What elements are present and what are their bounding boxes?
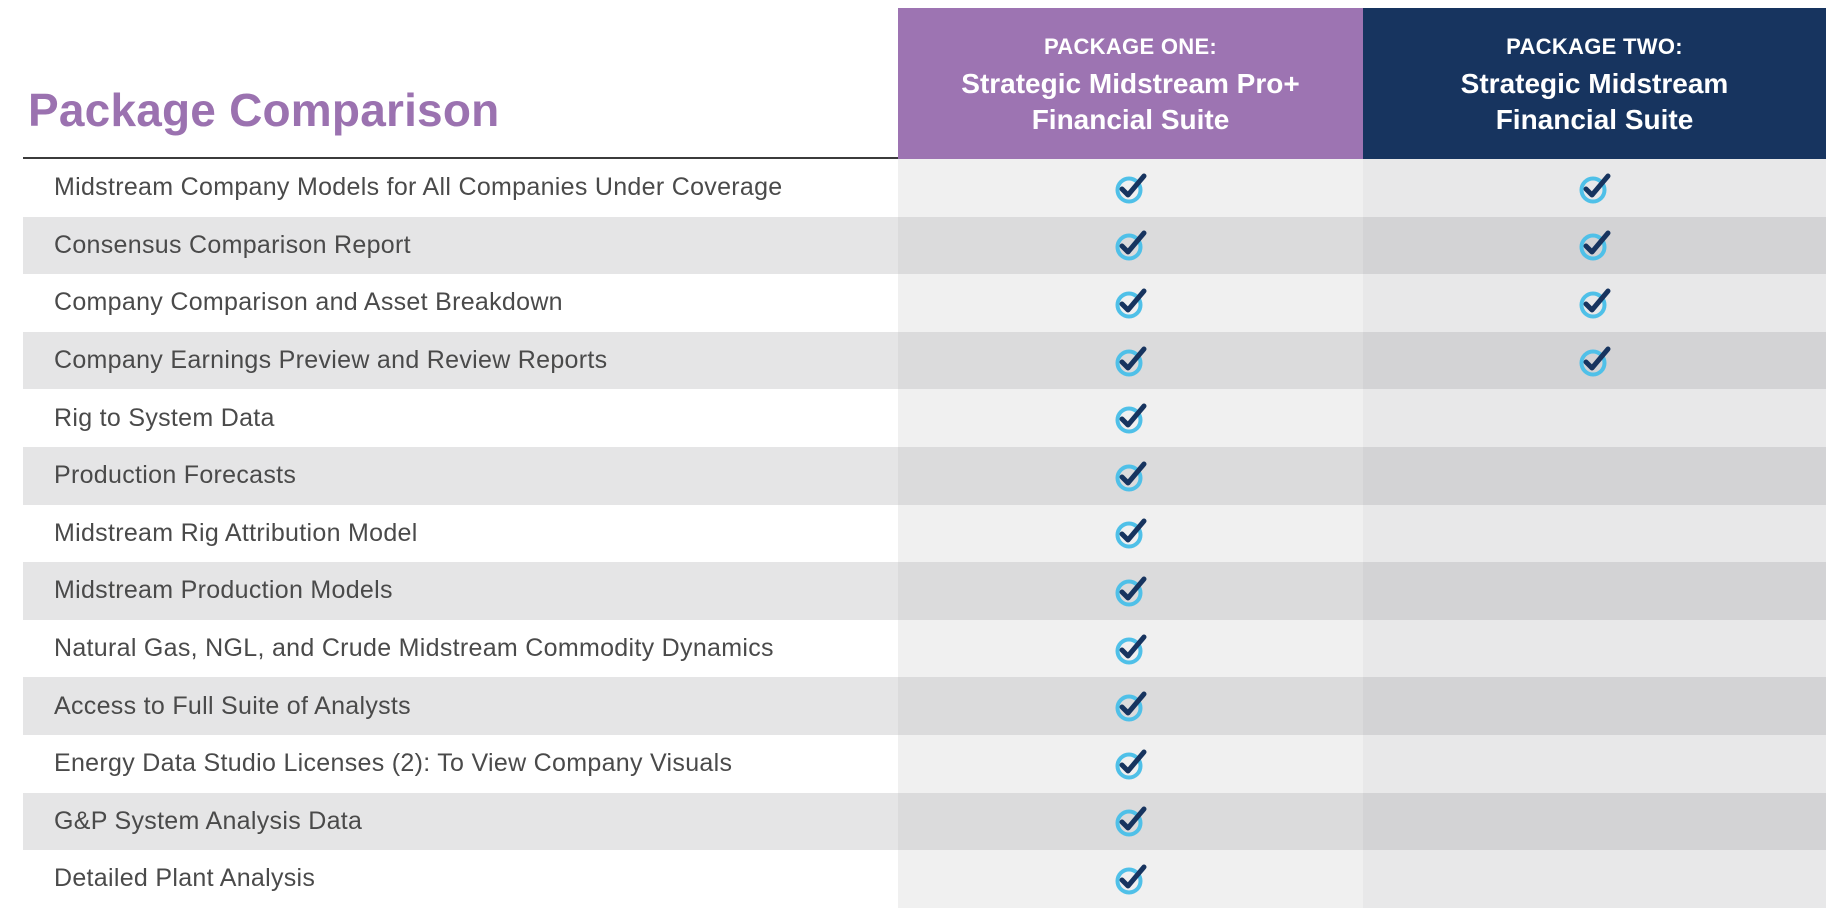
table-row: Midstream Production Models bbox=[23, 562, 1826, 620]
package-two-cell bbox=[1363, 562, 1826, 620]
table-row: Access to Full Suite of Analysts bbox=[23, 677, 1826, 735]
feature-label: Natural Gas, NGL, and Crude Midstream Co… bbox=[23, 619, 898, 678]
table-row: Production Forecasts bbox=[23, 446, 1826, 505]
feature-label: Rig to System Data bbox=[23, 389, 898, 447]
package-one-cell bbox=[898, 562, 1363, 620]
table-row: Midstream Rig Attribution Model bbox=[23, 504, 1826, 563]
package-one-cell bbox=[898, 331, 1363, 390]
package-two-cell bbox=[1363, 159, 1826, 217]
package-two-name-line1: Strategic Midstream bbox=[1460, 67, 1729, 99]
package-one-cell bbox=[898, 389, 1363, 447]
feature-label: Company Earnings Preview and Review Repo… bbox=[23, 331, 898, 390]
feature-label: G&P System Analysis Data bbox=[23, 792, 898, 851]
check-icon bbox=[1115, 346, 1146, 377]
check-icon bbox=[1115, 230, 1146, 261]
package-two-cell bbox=[1363, 792, 1826, 851]
package-two-cell bbox=[1363, 331, 1826, 390]
check-icon bbox=[1115, 634, 1146, 665]
package-two-cell bbox=[1363, 216, 1826, 275]
check-icon bbox=[1115, 518, 1146, 549]
table-row: Energy Data Studio Licenses (2): To View… bbox=[23, 734, 1826, 793]
check-icon bbox=[1115, 173, 1146, 204]
table-row: G&P System Analysis Data bbox=[23, 792, 1826, 851]
package-one-cell bbox=[898, 619, 1363, 678]
check-icon bbox=[1115, 461, 1146, 492]
check-icon bbox=[1579, 288, 1610, 319]
feature-rows: Midstream Company Models for All Compani… bbox=[23, 159, 1826, 908]
package-one-cell bbox=[898, 216, 1363, 275]
package-two-cell bbox=[1363, 677, 1826, 735]
table-header: Package Comparison PACKAGE ONE: Strategi… bbox=[23, 8, 1826, 159]
check-icon bbox=[1115, 749, 1146, 780]
table-row: Consensus Comparison Report bbox=[23, 216, 1826, 275]
package-one-cell bbox=[898, 274, 1363, 332]
package-one-kicker: PACKAGE ONE: bbox=[1043, 33, 1218, 59]
check-icon bbox=[1115, 691, 1146, 722]
package-one-cell bbox=[898, 734, 1363, 793]
feature-label: Midstream Company Models for All Compani… bbox=[23, 159, 898, 217]
check-icon bbox=[1579, 346, 1610, 377]
package-two-kicker: PACKAGE TWO: bbox=[1506, 33, 1683, 59]
feature-label: Production Forecasts bbox=[23, 446, 898, 505]
package-two-name-line2: Financial Suite bbox=[1495, 103, 1694, 135]
table-row: Company Earnings Preview and Review Repo… bbox=[23, 331, 1826, 390]
check-icon bbox=[1115, 864, 1146, 895]
table-row: Midstream Company Models for All Compani… bbox=[23, 159, 1826, 217]
feature-label: Consensus Comparison Report bbox=[23, 216, 898, 275]
check-icon bbox=[1115, 576, 1146, 607]
comparison-table: Package Comparison PACKAGE ONE: Strategi… bbox=[23, 8, 1826, 908]
check-icon bbox=[1115, 288, 1146, 319]
package-one-cell bbox=[898, 677, 1363, 735]
package-two-cell bbox=[1363, 619, 1826, 678]
package-one-name-line2: Financial Suite bbox=[1031, 103, 1230, 135]
package-one-cell bbox=[898, 504, 1363, 563]
package-two-cell bbox=[1363, 274, 1826, 332]
feature-label: Access to Full Suite of Analysts bbox=[23, 677, 898, 735]
package-two-header: PACKAGE TWO: Strategic Midstream Financi… bbox=[1363, 8, 1826, 159]
page-title: Package Comparison bbox=[28, 84, 500, 136]
feature-label: Midstream Production Models bbox=[23, 562, 898, 620]
package-two-cell bbox=[1363, 504, 1826, 563]
table-row: Natural Gas, NGL, and Crude Midstream Co… bbox=[23, 619, 1826, 678]
check-icon bbox=[1579, 173, 1610, 204]
package-two-cell bbox=[1363, 850, 1826, 908]
package-two-cell bbox=[1363, 734, 1826, 793]
package-one-cell bbox=[898, 159, 1363, 217]
feature-label: Detailed Plant Analysis bbox=[23, 850, 898, 908]
package-one-name-line1: Strategic Midstream Pro+ bbox=[961, 67, 1300, 99]
check-icon bbox=[1115, 403, 1146, 434]
table-row: Company Comparison and Asset Breakdown bbox=[23, 274, 1826, 332]
feature-label: Energy Data Studio Licenses (2): To View… bbox=[23, 734, 898, 793]
package-one-header: PACKAGE ONE: Strategic Midstream Pro+ Fi… bbox=[898, 8, 1363, 159]
feature-label: Company Comparison and Asset Breakdown bbox=[23, 274, 898, 332]
check-icon bbox=[1115, 806, 1146, 837]
check-icon bbox=[1579, 230, 1610, 261]
package-two-cell bbox=[1363, 446, 1826, 505]
package-one-cell bbox=[898, 446, 1363, 505]
package-one-cell bbox=[898, 850, 1363, 908]
package-one-cell bbox=[898, 792, 1363, 851]
title-cell: Package Comparison bbox=[23, 8, 898, 159]
table-row: Detailed Plant Analysis bbox=[23, 850, 1826, 908]
package-two-cell bbox=[1363, 389, 1826, 447]
table-row: Rig to System Data bbox=[23, 389, 1826, 447]
feature-label: Midstream Rig Attribution Model bbox=[23, 504, 898, 563]
